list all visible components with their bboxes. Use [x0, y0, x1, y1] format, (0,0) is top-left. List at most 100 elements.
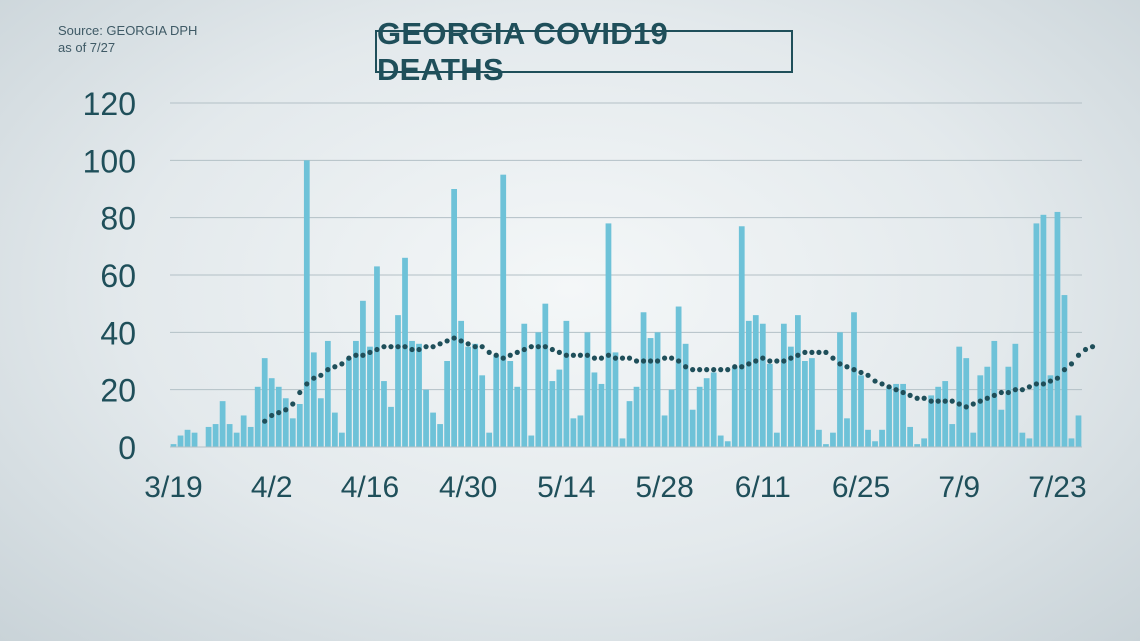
average-point: [1019, 387, 1025, 393]
average-point: [521, 346, 527, 353]
bar: [1040, 214, 1047, 447]
bar: [570, 418, 577, 447]
y-tick-label: 40: [100, 315, 136, 351]
average-point: [690, 367, 696, 373]
bar: [710, 372, 717, 447]
bar: [261, 358, 268, 447]
bar: [444, 361, 450, 447]
bar: [682, 343, 689, 447]
bar: [556, 369, 563, 447]
bar: [493, 355, 500, 447]
average-point: [528, 344, 534, 350]
average-point: [416, 346, 422, 353]
bar: [374, 266, 380, 447]
bar: [837, 332, 843, 447]
average-point: [767, 358, 773, 364]
average-point: [774, 358, 780, 364]
average-point: [304, 381, 310, 387]
y-tick-label: 80: [100, 201, 136, 237]
average-point: [1061, 367, 1068, 373]
x-tick-label: 5/28: [635, 471, 693, 504]
average-point: [647, 358, 654, 364]
bar: [310, 352, 317, 447]
average-point: [612, 355, 619, 361]
bar: [1019, 432, 1026, 447]
bar: [830, 432, 836, 447]
average-point: [865, 372, 871, 378]
bar: [626, 401, 633, 447]
bar: [1068, 438, 1075, 447]
average-point: [823, 349, 829, 355]
bar: [563, 320, 570, 447]
bar: [591, 372, 598, 447]
average-point: [549, 346, 555, 353]
average-point: [486, 349, 492, 355]
average-point: [893, 387, 899, 393]
bar: [970, 432, 977, 447]
average-point: [626, 355, 633, 361]
bar: [205, 426, 212, 447]
x-tick-label: 5/14: [537, 471, 595, 504]
x-tick-label: 6/11: [735, 471, 791, 504]
bar: [1005, 366, 1012, 447]
bar: [254, 386, 261, 447]
average-point: [584, 352, 591, 358]
average-point: [591, 355, 598, 361]
average-point: [430, 344, 436, 350]
bar: [998, 409, 1005, 447]
bar: [689, 409, 696, 447]
average-point: [725, 367, 731, 373]
bar: [184, 429, 191, 447]
average-point: [297, 389, 303, 396]
y-tick-label: 20: [100, 373, 136, 409]
bar: [282, 398, 289, 447]
average-point: [788, 355, 794, 361]
average-point: [879, 381, 885, 387]
average-point: [697, 367, 703, 373]
average-point: [795, 352, 801, 358]
average-point: [332, 364, 338, 370]
average-point: [451, 335, 457, 341]
bar: [346, 358, 352, 447]
average-point: [409, 346, 415, 353]
average-point: [907, 392, 913, 398]
average-point: [949, 398, 955, 404]
bar: [738, 226, 745, 447]
bar: [907, 426, 913, 447]
bar: [317, 398, 324, 447]
average-point: [942, 398, 948, 404]
bar: [353, 340, 359, 447]
bar: [858, 375, 864, 447]
average-point: [739, 364, 745, 370]
bar: [1047, 375, 1054, 447]
bar: [661, 415, 668, 447]
bar: [773, 432, 780, 447]
bar: [696, 386, 703, 447]
average-point: [402, 344, 408, 350]
average-point: [746, 361, 752, 367]
average-point: [535, 344, 541, 350]
bar: [226, 424, 233, 447]
average-point: [465, 341, 471, 347]
bar: [500, 174, 507, 447]
average-point: [886, 384, 892, 390]
bar: [816, 429, 822, 447]
average-point: [1089, 344, 1096, 350]
bar: [647, 338, 654, 447]
bar: [956, 346, 963, 447]
bar: [339, 432, 345, 447]
y-tick-label: 0: [118, 430, 136, 466]
bar: [240, 415, 247, 447]
bar: [584, 332, 591, 447]
average-point: [493, 352, 499, 358]
average-point: [423, 344, 429, 350]
bar: [1075, 415, 1082, 447]
bar: [717, 435, 724, 447]
average-point: [640, 358, 647, 364]
bar: [472, 343, 479, 447]
bar: [402, 257, 408, 447]
bar: [479, 375, 486, 447]
average-point: [1033, 381, 1039, 387]
average-point: [1012, 387, 1018, 393]
bar: [247, 426, 254, 447]
